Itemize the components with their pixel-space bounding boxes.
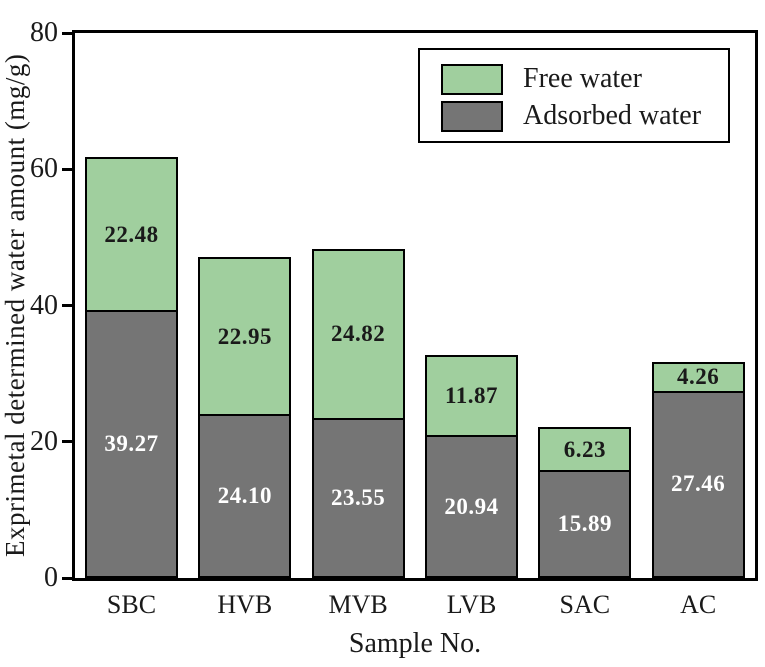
bar-value-label: 4.26 — [677, 364, 720, 390]
bar-value-label: 22.95 — [217, 323, 272, 349]
y-tick-label: 80 — [30, 17, 58, 48]
legend-swatch-free-water — [441, 63, 503, 95]
bar-value-label: 22.48 — [104, 221, 159, 247]
y-tick-label: 0 — [44, 562, 58, 593]
y-tick-mark — [62, 167, 75, 171]
legend: Free water Adsorbed water — [418, 48, 730, 143]
y-tick-label: 60 — [30, 153, 58, 185]
bar-segment-adsorbed-water-sac: 15.89 — [538, 469, 632, 578]
y-tick-mark — [62, 576, 75, 580]
x-category-label-ac: AC — [680, 590, 717, 619]
bar-segment-free-water-sbc: 22.48 — [85, 157, 178, 313]
bar-segment-free-water-hvb: 22.95 — [198, 257, 292, 416]
x-category-label-sbc: SBC — [106, 590, 157, 619]
bar-value-label: 39.27 — [104, 431, 159, 457]
y-tick-mark — [62, 440, 75, 444]
bar-segment-free-water-mvb: 24.82 — [311, 248, 405, 420]
legend-entry-free-water: Free water — [441, 63, 728, 95]
bar-value-label: 23.55 — [331, 484, 386, 510]
y-tick-mark — [62, 31, 75, 35]
legend-swatch-adsorbed-water — [441, 100, 503, 132]
bar-value-label: 24.10 — [217, 482, 272, 508]
bar-value-label: 11.87 — [445, 382, 498, 408]
bar-value-label: 15.89 — [557, 510, 612, 536]
bar-segment-free-water-ac: 4.26 — [651, 361, 745, 393]
bar-segment-adsorbed-water-sbc: 39.27 — [85, 310, 178, 578]
x-category-label-mvb: MVB — [328, 590, 388, 619]
bar-value-label: 6.23 — [563, 436, 606, 462]
y-tick-label: 40 — [30, 289, 58, 321]
x-axis-title: Sample No. — [348, 628, 482, 659]
bar-segment-adsorbed-water-hvb: 24.10 — [198, 413, 292, 578]
x-category-label-hvb: HVB — [217, 590, 273, 619]
legend-entry-adsorbed-water: Adsorbed water — [441, 100, 728, 132]
plot-area: 39.27 22.48 24.10 22.95 23.55 24.82 20.94 11.87… — [72, 30, 758, 581]
bar-segment-adsorbed-water-ac: 27.46 — [651, 390, 745, 578]
bar-segment-free-water-lvb: 11.87 — [425, 354, 518, 438]
legend-label: Adsorbed water — [523, 100, 702, 131]
bar-value-label: 24.82 — [331, 321, 386, 347]
x-category-label-sac: SAC — [559, 590, 611, 619]
bar-value-label: 20.94 — [444, 493, 499, 519]
y-tick-mark — [62, 304, 75, 307]
bar-value-label: 27.46 — [671, 471, 726, 497]
y-tick-label: 20 — [30, 425, 58, 457]
legend-label: Free water — [523, 63, 642, 94]
x-category-label-lvb: LVB — [446, 590, 497, 619]
bar-segment-free-water-sac: 6.23 — [538, 427, 632, 472]
bar-segment-adsorbed-water-mvb: 23.55 — [311, 417, 405, 578]
bar-segment-adsorbed-water-lvb: 20.94 — [425, 435, 518, 578]
